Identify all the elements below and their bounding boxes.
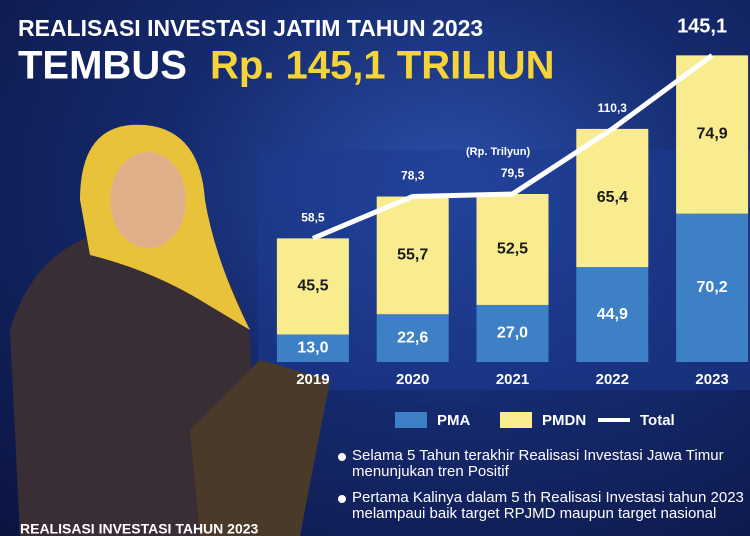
bar-segment <box>576 128 649 268</box>
x-tick-label: 2022 <box>596 371 629 388</box>
value-label: 74,9 <box>697 126 728 143</box>
subtitle-lead: TEMBUS <box>18 44 187 88</box>
chart-title: REALISASI INVESTASI JATIM TAHUN 2023 <box>18 15 483 41</box>
bar-segment <box>476 193 549 305</box>
value-label: 52,5 <box>497 241 528 258</box>
bar-segment <box>676 55 749 214</box>
bar-segment <box>376 196 449 315</box>
legend-swatch <box>500 412 532 428</box>
person-illustration <box>10 124 330 536</box>
note: Pertama Kalinya dalam 5 th Realisasi Inv… <box>338 490 750 522</box>
x-tick-label: 2023 <box>695 371 728 388</box>
total-label: 58,5 <box>301 211 325 225</box>
value-label: 45,5 <box>297 278 328 295</box>
caption: REALISASI INVESTASI TAHUN 2023 <box>20 521 259 536</box>
value-label: 13,0 <box>297 339 328 356</box>
total-label: 145,1 <box>677 16 727 38</box>
value-label: 65,4 <box>597 189 628 206</box>
total-label: 110,3 <box>598 101 628 115</box>
bar-segment <box>276 334 349 362</box>
unit-label: (Rp. Trilyun) <box>466 146 531 158</box>
total-line <box>311 53 714 241</box>
x-tick-label: 2020 <box>396 371 429 388</box>
value-label: 27,0 <box>497 325 528 342</box>
total-label: 79,5 <box>501 166 525 180</box>
value-label: 44,9 <box>597 306 628 323</box>
value-label: 22,6 <box>397 329 428 346</box>
legend-swatch <box>598 418 630 422</box>
legend-label: PMA <box>437 412 471 429</box>
bar-segment <box>676 213 749 362</box>
bar-segment <box>476 304 549 362</box>
value-label: 70,2 <box>697 279 728 296</box>
x-tick-label: 2021 <box>496 371 529 388</box>
legend-label: Total <box>640 412 675 429</box>
bar-segment <box>276 238 349 335</box>
total-label: 78,3 <box>401 169 425 183</box>
value-label: 55,7 <box>397 247 428 264</box>
bar-segment <box>576 267 649 362</box>
legend-label: PMDN <box>542 412 586 429</box>
bar-segment <box>376 314 449 362</box>
subtitle-amount: Rp. 145,1 TRILIUN <box>210 44 555 88</box>
legend-swatch <box>395 412 427 428</box>
x-tick-label: 2019 <box>296 371 329 388</box>
note: Selama 5 Tahun terakhir Realisasi Invest… <box>338 448 750 480</box>
